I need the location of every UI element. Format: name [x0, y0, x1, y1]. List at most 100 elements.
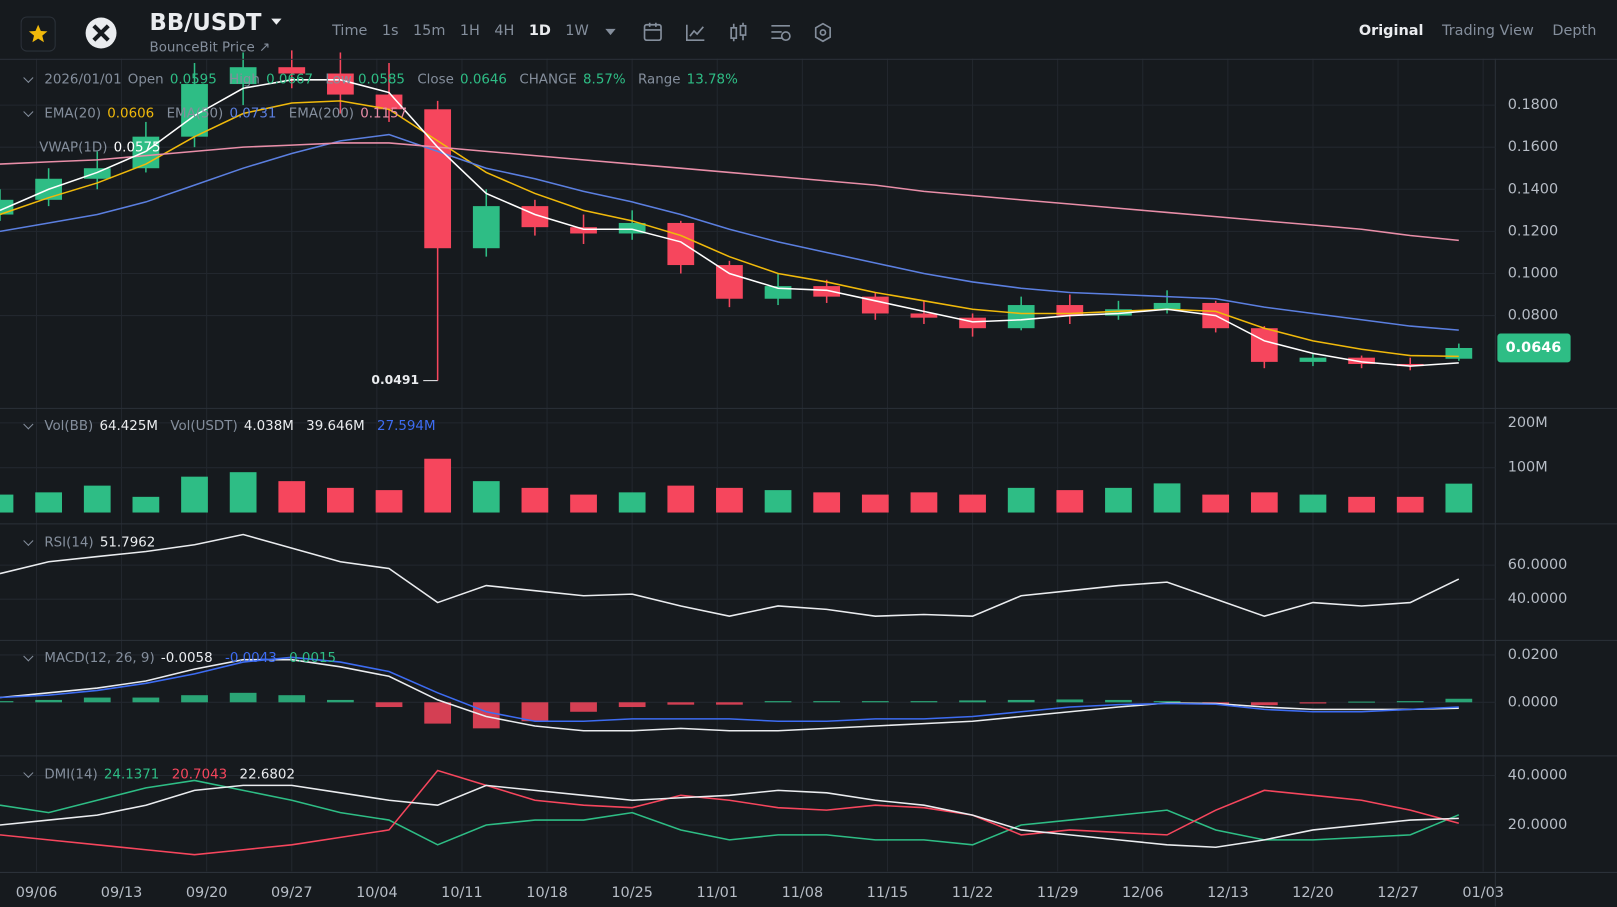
legend-value: 0.0575: [113, 140, 161, 156]
interval-button[interactable]: 4H: [494, 22, 515, 40]
y-tick-label: 0.1200: [1508, 223, 1558, 239]
indicator-line: [0, 533, 1460, 617]
legend-value: 0.0015: [289, 650, 337, 667]
histogram-bar: [181, 695, 208, 703]
field-label: Close: [417, 72, 454, 88]
collapse-toggle[interactable]: [23, 767, 34, 779]
candle-type-icon[interactable]: [730, 22, 747, 42]
collapse-toggle[interactable]: [23, 72, 34, 83]
indicator-line: [0, 656, 1459, 723]
interval-button[interactable]: 1H: [459, 22, 480, 40]
volume-bar: [1396, 496, 1424, 513]
interval-button[interactable]: 1s: [381, 22, 399, 40]
x-tick-label: 09/06: [16, 885, 58, 901]
volume-bar: [1105, 487, 1132, 513]
interval-button[interactable]: 15m: [412, 22, 446, 40]
volume-bar: [229, 472, 257, 513]
histogram-bar: [764, 701, 792, 703]
candle-body: [1445, 347, 1473, 359]
view-tabs: Original Trading View Depth: [1359, 23, 1597, 40]
field-label: Open: [127, 72, 164, 88]
favorite-button[interactable]: [20, 16, 56, 52]
legend-name: VWAP(1D): [39, 140, 108, 156]
x-tick-label: 09/20: [186, 885, 228, 901]
x-tick-label: 12/13: [1207, 885, 1249, 901]
view-tab[interactable]: Original: [1358, 22, 1424, 40]
field-value: 13.78%: [686, 72, 738, 88]
volume-bar: [1153, 483, 1181, 513]
x-tick-label: 12/27: [1377, 885, 1419, 901]
volume-bar: [375, 490, 403, 513]
subtitle[interactable]: BounceBit Price ↗: [149, 40, 271, 56]
legend-value: 39.646M: [306, 418, 365, 435]
candle-body: [667, 222, 695, 266]
y-tick-label: 40.0000: [1508, 591, 1568, 607]
histogram-bar: [618, 702, 646, 708]
volume-bar: [472, 481, 500, 513]
collapse-toggle[interactable]: [23, 419, 34, 430]
volume-bar: [424, 458, 452, 513]
histogram-bar: [1007, 699, 1035, 703]
volume-bar: [1445, 483, 1473, 513]
x-tick-label: 11/29: [1037, 885, 1079, 901]
indicator-line: [0, 100, 1459, 358]
volume-bar: [278, 481, 306, 513]
indicator-line: [0, 133, 1459, 331]
symbol[interactable]: BB/USDT: [149, 10, 262, 37]
settings-list-icon[interactable]: [771, 24, 791, 42]
collapse-toggle[interactable]: [23, 651, 34, 662]
hex-icon[interactable]: [814, 22, 831, 43]
field-value: 0.0646: [460, 72, 507, 88]
interval-button[interactable]: 1D: [528, 22, 551, 40]
volume-bar: [1056, 490, 1084, 513]
interval-button: Time: [332, 22, 368, 40]
candle-body: [327, 73, 354, 95]
histogram-bar: [1056, 699, 1084, 703]
collapse-toggle[interactable]: [23, 535, 34, 546]
candle-body: [959, 317, 986, 329]
indicator-icon[interactable]: [685, 24, 705, 42]
volume-bar: [1250, 492, 1278, 513]
y-tick-label: 20.0000: [1508, 817, 1568, 833]
indicator-line: [0, 79, 1459, 367]
histogram-bar: [327, 699, 354, 703]
candle-body: [83, 168, 111, 179]
more-intervals[interactable]: [602, 27, 619, 37]
x-tick-label: 11/15: [867, 885, 909, 901]
volume-bar: [813, 492, 841, 513]
candle-body: [1007, 305, 1035, 329]
histogram-bar: [813, 701, 841, 703]
y-tick-label: 200M: [1508, 415, 1548, 431]
view-tab[interactable]: Depth: [1552, 22, 1597, 40]
x-tick-label: 12/20: [1292, 885, 1334, 901]
low-label: 0.0491: [371, 373, 419, 387]
histogram-bar: [375, 702, 403, 708]
legend-value: 27.594M: [377, 418, 436, 435]
legend-value: -0.0058: [160, 650, 213, 667]
candle-body: [132, 136, 160, 169]
x-tick-label: 10/11: [441, 885, 483, 901]
legend-name: EMA(20): [44, 106, 102, 122]
calendar-icon[interactable]: [643, 22, 662, 42]
legend-value: 0.0731: [229, 106, 277, 122]
interval-button[interactable]: 1W: [565, 22, 589, 40]
indicator-line: [0, 769, 1460, 856]
indicator-line: [0, 784, 1459, 849]
candle-body: [570, 227, 597, 234]
toolbar: BB/USDT BounceBit Price ↗ Time 1s 15m 1H 4H 1…: [0, 0, 1617, 60]
symbol-dropdown[interactable]: [270, 17, 282, 27]
legend-row: RSI(14) 51.7962: [23, 535, 162, 551]
view-tab[interactable]: Trading View: [1441, 22, 1534, 40]
volume-bar: [1202, 494, 1230, 513]
histogram-bar: [910, 701, 938, 703]
candle-body: [229, 67, 257, 85]
y-tick-label: 0.1800: [1508, 97, 1558, 113]
x-tick-label: 10/04: [356, 885, 398, 901]
histogram-bar: [278, 695, 306, 703]
volume-bar: [327, 487, 354, 513]
indicator-line: [0, 779, 1460, 846]
indicator-line: [0, 142, 1459, 242]
legend-row: EMA(20) 0.0606 EMA(50) 0.0731 EMA(200) 0.1157: [23, 106, 414, 122]
collapse-toggle[interactable]: [23, 106, 34, 117]
